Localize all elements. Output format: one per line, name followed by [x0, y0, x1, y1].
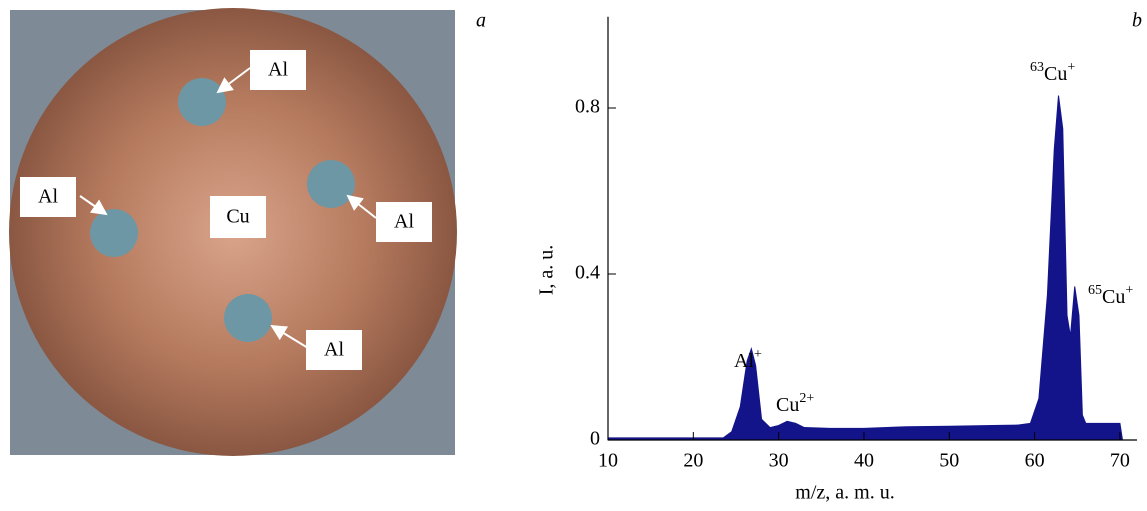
- peak-label-charge: +: [1067, 60, 1075, 75]
- peak-label-element: Cu: [1044, 63, 1067, 85]
- y-tick-label: 0.8: [575, 96, 600, 118]
- x-tick-label: 40: [854, 450, 874, 472]
- y-tick-label: 0.4: [575, 262, 600, 284]
- panel-label: b: [1132, 10, 1142, 32]
- al-insert: [307, 160, 355, 208]
- spectrum-area: [608, 96, 1122, 440]
- photo-label: Al: [268, 59, 288, 81]
- peak-label: 65Cu+: [1088, 283, 1133, 307]
- peak-label-isotope: 65: [1088, 283, 1102, 298]
- figure: Al Al Cu Al Al a b m/z, a. m. u. I, a. u…: [0, 0, 1147, 506]
- photo-label: Al: [394, 211, 414, 233]
- peak-label-charge: +: [1125, 283, 1133, 298]
- peak-label: 63Cu+: [1030, 60, 1075, 84]
- peak-label-element: Al: [734, 350, 754, 372]
- x-tick-label: 60: [1025, 450, 1045, 472]
- photo-label: Cu: [226, 206, 249, 228]
- peak-label-charge: +: [754, 347, 762, 362]
- x-tick-label: 30: [769, 450, 789, 472]
- x-tick-label: 70: [1110, 450, 1130, 472]
- x-tick-label: 50: [939, 450, 959, 472]
- x-tick-label: 10: [598, 450, 618, 472]
- peak-label: Cu2+: [776, 391, 814, 415]
- panel-label: a: [476, 10, 486, 32]
- y-axis-title: I, a. u.: [536, 245, 558, 296]
- photo-label: Al: [38, 186, 58, 208]
- peak-label-isotope: 63: [1030, 60, 1044, 75]
- peak-label-charge: 2+: [799, 391, 814, 406]
- x-axis-title: m/z, a. m. u.: [795, 482, 894, 504]
- photo: Al Al Cu Al Al: [9, 8, 457, 456]
- al-insert: [178, 78, 226, 126]
- y-tick-label: 0: [590, 428, 600, 450]
- peak-label: Al+: [734, 347, 762, 371]
- al-insert: [90, 209, 138, 257]
- al-insert: [224, 294, 272, 342]
- peak-label-element: Cu: [1102, 286, 1125, 308]
- x-tick-label: 20: [683, 450, 703, 472]
- peak-label-element: Cu: [776, 394, 799, 416]
- photo-label: Al: [324, 339, 344, 361]
